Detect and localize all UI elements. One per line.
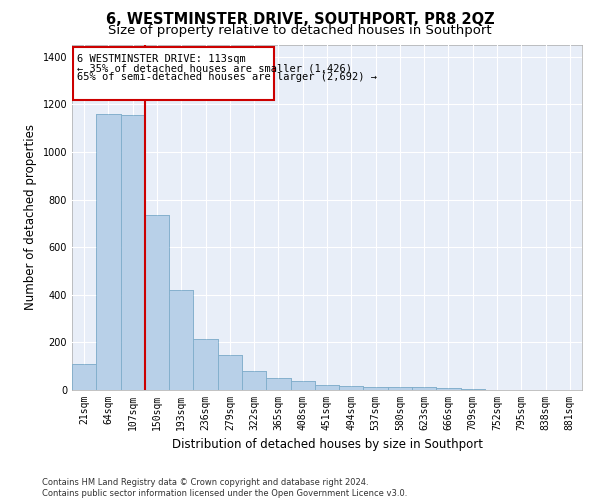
Bar [193, 339, 218, 390]
Bar [290, 381, 315, 390]
Bar [242, 372, 266, 390]
Bar [266, 378, 290, 390]
Bar [121, 115, 145, 390]
Bar [364, 387, 388, 390]
Bar [412, 388, 436, 390]
Bar [96, 114, 121, 390]
Text: ← 35% of detached houses are smaller (1,426): ← 35% of detached houses are smaller (1,… [77, 64, 352, 74]
Bar [242, 372, 266, 390]
Text: 6 WESTMINSTER DRIVE: 113sqm: 6 WESTMINSTER DRIVE: 113sqm [77, 54, 245, 64]
Text: Size of property relative to detached houses in Southport: Size of property relative to detached ho… [108, 24, 492, 37]
Bar [218, 355, 242, 390]
Bar [169, 290, 193, 390]
Bar [436, 388, 461, 390]
Bar [412, 388, 436, 390]
Y-axis label: Number of detached properties: Number of detached properties [24, 124, 37, 310]
Bar [339, 386, 364, 390]
Bar [364, 387, 388, 390]
Bar [461, 388, 485, 390]
Bar [461, 388, 485, 390]
Text: Contains HM Land Registry data © Crown copyright and database right 2024.
Contai: Contains HM Land Registry data © Crown c… [42, 478, 407, 498]
Bar [218, 355, 242, 390]
X-axis label: Distribution of detached houses by size in Southport: Distribution of detached houses by size … [172, 438, 482, 452]
Bar [145, 215, 169, 390]
Bar [169, 290, 193, 390]
Bar [388, 387, 412, 390]
Bar [266, 378, 290, 390]
Bar [145, 215, 169, 390]
Bar [436, 388, 461, 390]
Bar [388, 387, 412, 390]
Bar [315, 385, 339, 390]
Bar [72, 364, 96, 390]
Text: 65% of semi-detached houses are larger (2,692) →: 65% of semi-detached houses are larger (… [77, 72, 377, 83]
Bar [72, 364, 96, 390]
Bar [339, 386, 364, 390]
Bar [193, 339, 218, 390]
Bar [315, 385, 339, 390]
Bar [121, 115, 145, 390]
Bar [73, 48, 274, 100]
Bar [290, 381, 315, 390]
Text: 6, WESTMINSTER DRIVE, SOUTHPORT, PR8 2QZ: 6, WESTMINSTER DRIVE, SOUTHPORT, PR8 2QZ [106, 12, 494, 28]
Bar [96, 114, 121, 390]
